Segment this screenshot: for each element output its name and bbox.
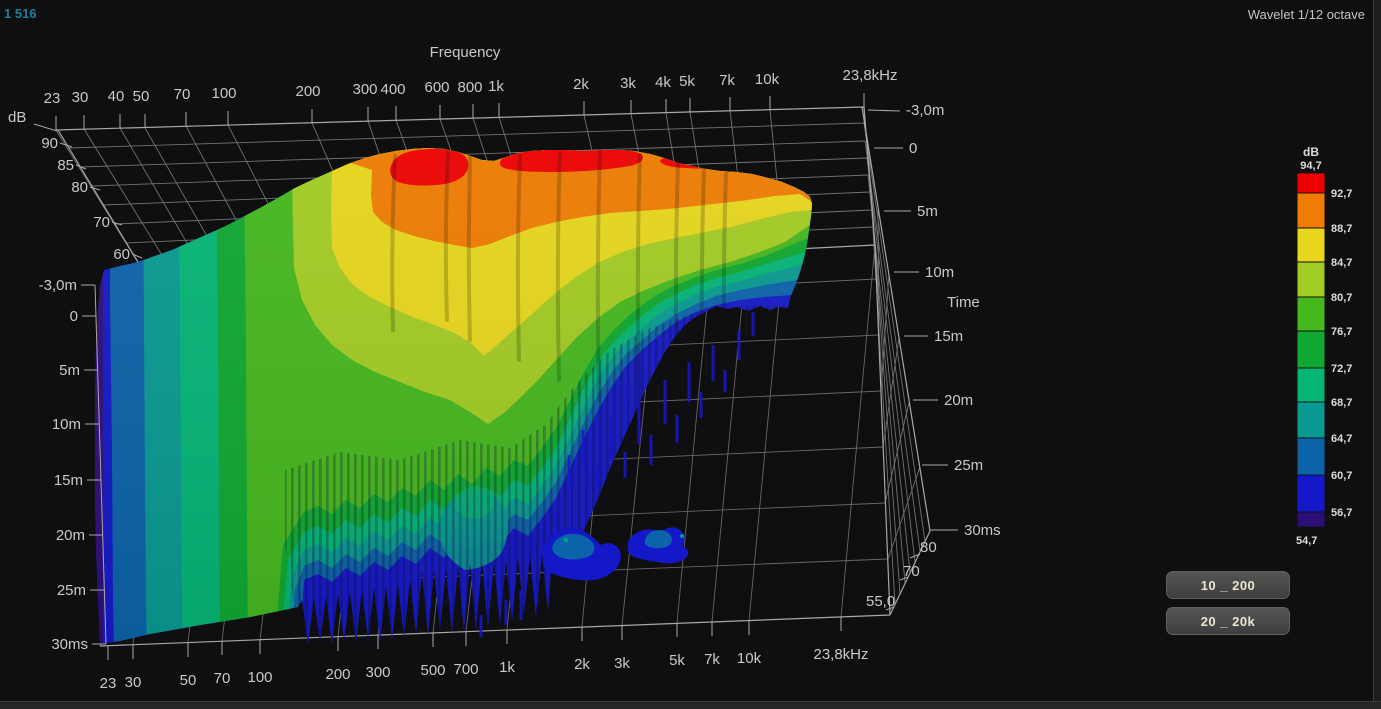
color-scale-legend: dB 94,7 92,7 88,7 84,7 80,7 76,7 72,7 6 [1296,145,1352,547]
svg-text:500: 500 [420,662,445,679]
svg-text:1k: 1k [488,78,504,95]
range-button-20-20k[interactable]: 20 _ 20k [1166,607,1290,635]
svg-text:70: 70 [174,86,191,103]
plot-mode-title: Wavelet 1/12 octave [1247,7,1365,22]
svg-text:2k: 2k [574,656,590,673]
svg-text:92,7: 92,7 [1331,188,1352,200]
svg-text:200: 200 [295,83,320,100]
time-axis-title: Time [947,294,980,311]
svg-text:50: 50 [180,672,197,689]
left-time-axis: -3,0m 0 5m 10m 15m 20m 25m 30ms [39,277,107,653]
svg-text:5k: 5k [669,652,685,669]
svg-text:15m: 15m [934,328,963,345]
svg-text:30: 30 [125,674,142,691]
svg-text:40: 40 [108,88,125,105]
svg-text:7k: 7k [719,72,735,89]
svg-text:10k: 10k [755,71,780,88]
svg-text:56,7: 56,7 [1331,507,1352,519]
svg-text:600: 600 [424,79,449,96]
svg-text:84,7: 84,7 [1331,257,1352,269]
svg-text:20m: 20m [944,392,973,409]
svg-text:0: 0 [909,140,917,157]
svg-text:85: 85 [57,157,74,174]
svg-text:70: 70 [903,563,920,580]
bottom-window-border [0,701,1381,709]
svg-text:700: 700 [453,661,478,678]
svg-text:3k: 3k [614,655,630,672]
svg-text:100: 100 [247,669,272,686]
svg-text:5m: 5m [59,362,80,379]
top-frequency-axis: Frequency 23 30 40 50 70 100 200 300 400… [44,44,898,130]
svg-text:60: 60 [113,246,130,263]
svg-text:64,7: 64,7 [1331,433,1352,445]
right-wall-grid [863,122,926,605]
svg-text:90: 90 [41,135,58,152]
svg-text:400: 400 [380,81,405,98]
legend-min-value: 54,7 [1296,535,1317,547]
svg-text:68,7: 68,7 [1331,397,1352,409]
right-window-border [1373,0,1381,709]
svg-text:30ms: 30ms [51,636,88,653]
svg-text:5m: 5m [917,203,938,220]
svg-text:10k: 10k [737,650,762,667]
svg-text:10m: 10m [925,264,954,281]
svg-text:60,7: 60,7 [1331,470,1352,482]
svg-text:0: 0 [70,308,78,325]
frequency-axis-title: Frequency [430,44,501,61]
svg-text:-3,0m: -3,0m [39,277,77,294]
svg-text:7k: 7k [704,651,720,668]
svg-text:5k: 5k [679,73,695,90]
svg-text:80: 80 [71,179,88,196]
range-button-10-200[interactable]: 10 _ 200 [1166,571,1290,599]
bottom-frequency-axis: 23 30 50 70 100 200 300 500 700 1k 2k 3k… [100,617,869,692]
svg-text:100: 100 [211,85,236,102]
svg-text:55,0: 55,0 [866,593,895,610]
svg-text:70: 70 [93,214,110,231]
svg-text:3k: 3k [620,75,636,92]
svg-text:10m: 10m [52,416,81,433]
svg-text:80: 80 [920,539,937,556]
svg-text:4k: 4k [655,74,671,91]
svg-text:25m: 25m [954,457,983,474]
svg-text:30: 30 [72,89,89,106]
svg-text:-3,0m: -3,0m [906,102,944,119]
svg-text:23: 23 [44,90,61,107]
right-time-axis: Time -3,0m 0 5m 10m 15m 20m 25m 30ms [867,102,1001,539]
left-db-axis-title: dB [8,109,26,126]
svg-text:1k: 1k [499,659,515,676]
svg-text:23,8kHz: 23,8kHz [813,646,868,663]
svg-text:88,7: 88,7 [1331,223,1352,235]
svg-text:25m: 25m [57,582,86,599]
legend-max-value: 94,7 [1300,160,1321,172]
svg-text:800: 800 [457,79,482,96]
left-level-axis: dB 90 85 80 70 60 [8,109,143,263]
right-level-axis: 80 70 55,0 [866,539,937,611]
svg-text:15m: 15m [54,472,83,489]
svg-text:80,7: 80,7 [1331,292,1352,304]
svg-text:2k: 2k [573,76,589,93]
scattered-decay-spikes [479,312,755,637]
svg-text:70: 70 [214,670,231,687]
svg-text:50: 50 [133,88,150,105]
svg-text:30ms: 30ms [964,522,1001,539]
svg-text:300: 300 [365,664,390,681]
svg-text:200: 200 [325,666,350,683]
svg-text:76,7: 76,7 [1331,326,1352,338]
svg-text:23,8kHz: 23,8kHz [842,67,897,84]
floor-reflection-blobs [542,527,689,581]
legend-title: dB [1303,145,1319,159]
svg-text:72,7: 72,7 [1331,363,1352,375]
svg-text:23: 23 [100,675,117,692]
svg-text:300: 300 [352,81,377,98]
measurement-id: 1 516 [4,6,37,21]
svg-text:20m: 20m [56,527,85,544]
